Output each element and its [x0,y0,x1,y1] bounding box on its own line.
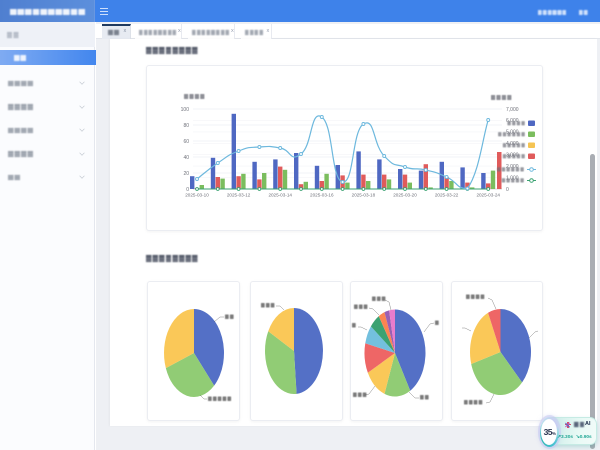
svg-text:100: 100 [181,107,190,113]
svg-text:0: 0 [186,187,189,193]
svg-text:0: 0 [506,187,509,193]
svg-text:2025-03-10: 2025-03-10 [185,193,209,198]
svg-text:2025-03-16: 2025-03-16 [310,193,334,198]
svg-text:2025-03-12: 2025-03-12 [227,193,251,198]
svg-text:40: 40 [183,155,189,161]
svg-text:2025-03-14: 2025-03-14 [268,193,292,198]
svg-text:2025-03-24: 2025-03-24 [476,193,500,198]
svg-text:7,000: 7,000 [506,107,519,113]
svg-text:80: 80 [183,123,189,129]
svg-text:2,000: 2,000 [506,164,519,170]
svg-text:2025-03-20: 2025-03-20 [393,193,417,198]
svg-text:2025-03-22: 2025-03-22 [435,193,459,198]
svg-text:2025-03-18: 2025-03-18 [352,193,376,198]
svg-text:20: 20 [183,171,189,177]
svg-text:60: 60 [183,139,189,145]
